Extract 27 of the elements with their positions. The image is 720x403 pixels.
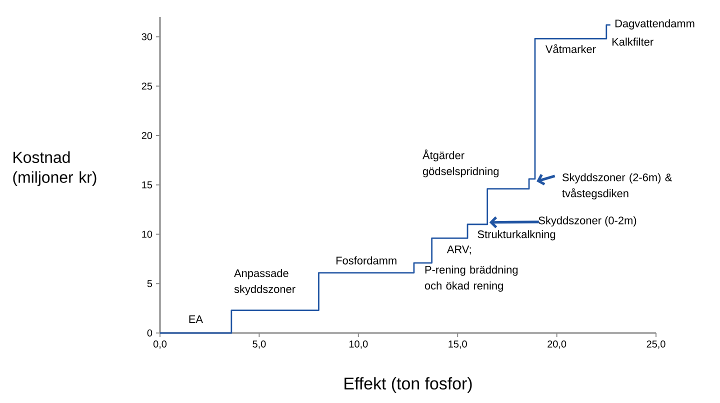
y-tick-label: 15 (142, 181, 152, 188)
x-tick-label: 10,0 (349, 340, 368, 349)
y-tick-label: 10 (142, 230, 152, 238)
annotation: Dagvattendamm (615, 19, 694, 30)
y-tick-label: 0 (147, 329, 152, 337)
y-axis-title: Kostnad (miljoner kr) (13, 151, 96, 186)
x-tick-label: 0,0 (153, 340, 167, 349)
annotation: Skyddszoner (2-6m) & tvåstegsdiken (562, 173, 672, 200)
annotation: Strukturkalkning (478, 230, 556, 240)
annotation: Fosfordamm (336, 256, 396, 264)
y-tick-label: 5 (147, 280, 152, 288)
annotation: P-rening bräddning och ökad rening (424, 266, 518, 292)
annotation: Kalkfilter (612, 38, 654, 46)
annotation: Våtmarker (545, 44, 596, 54)
annotation: Åtgärder gödselspridning (422, 150, 499, 178)
x-tick-label: 15,0 (448, 340, 467, 349)
x-tick-label: 5,0 (252, 340, 266, 349)
annotation: Anpassade skyddszoner (234, 269, 296, 296)
x-tick-label: 25,0 (646, 340, 666, 349)
y-tick-label: 20 (142, 132, 152, 140)
y-tick-label: 25 (142, 82, 152, 90)
annotation: Skyddszoner (0-2m) (538, 216, 636, 227)
annotation: ARV; (446, 246, 471, 255)
x-axis-title: Effekt (ton fosfor) (344, 377, 472, 393)
annotation: EA (189, 315, 203, 323)
x-tick-label: 20,0 (548, 340, 566, 349)
y-tick-label: 30 (142, 33, 152, 40)
